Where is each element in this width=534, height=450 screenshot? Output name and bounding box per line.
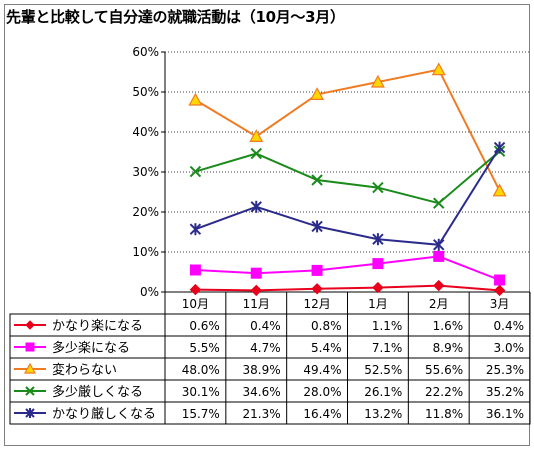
data-point xyxy=(433,197,445,209)
data-label: 28.0% xyxy=(303,385,341,399)
data-point xyxy=(311,264,323,276)
data-point xyxy=(494,274,506,286)
data-label: 0.8% xyxy=(311,319,342,333)
data-label: 3.0% xyxy=(494,341,525,355)
data-label: 35.2% xyxy=(486,385,524,399)
data-point xyxy=(250,267,262,279)
data-label: 52.5% xyxy=(364,363,402,377)
data-point xyxy=(188,92,203,106)
y-tick-label: 10% xyxy=(132,245,159,259)
data-point xyxy=(189,264,201,276)
data-point xyxy=(433,279,445,292)
category-label: 10月 xyxy=(182,297,209,311)
legend-label: 多少楽になる xyxy=(52,340,130,356)
data-label: 13.2% xyxy=(364,407,402,421)
data-label: 25.3% xyxy=(486,363,524,377)
legend-label: 多少厳しくなる xyxy=(52,384,143,400)
data-label: 30.1% xyxy=(182,385,220,399)
data-point xyxy=(370,74,385,88)
series-line xyxy=(195,284,500,292)
data-point xyxy=(250,284,262,297)
data-label: 4.7% xyxy=(250,341,281,355)
category-label: 12月 xyxy=(303,297,330,311)
data-point xyxy=(189,165,202,178)
data-label: 22.2% xyxy=(425,385,463,399)
data-label: 1.1% xyxy=(372,319,403,333)
series-line xyxy=(195,147,501,246)
data-point xyxy=(431,62,446,76)
legend-label: かなり楽になる xyxy=(52,318,143,334)
data-label: 38.9% xyxy=(243,363,281,377)
data-label: 7.1% xyxy=(372,341,403,355)
category-label: 3月 xyxy=(490,297,510,311)
data-label: 36.1% xyxy=(486,407,524,421)
data-label: 0.4% xyxy=(250,319,281,333)
y-tick-label: 60% xyxy=(132,45,159,59)
data-point xyxy=(311,283,323,295)
legend-marker xyxy=(25,342,35,352)
category-label: 2月 xyxy=(429,297,449,311)
data-label: 26.1% xyxy=(364,385,402,399)
legend-marker xyxy=(25,386,35,396)
data-label: 5.4% xyxy=(311,341,342,355)
series-line xyxy=(194,68,501,192)
data-label: 16.4% xyxy=(303,407,341,421)
data-label: 5.5% xyxy=(189,341,220,355)
data-label: 34.6% xyxy=(243,385,281,399)
data-label: 11.8% xyxy=(425,407,463,421)
data-label: 0.4% xyxy=(494,319,525,333)
data-point xyxy=(492,183,507,197)
series-line xyxy=(195,255,500,281)
data-point xyxy=(372,281,384,294)
data-point xyxy=(249,129,264,142)
data-point xyxy=(493,284,506,297)
data-point xyxy=(250,147,262,160)
y-tick-label: 20% xyxy=(132,205,159,219)
legend-label: かなり厳しくなる xyxy=(52,407,156,422)
data-point xyxy=(310,87,325,101)
category-label: 1月 xyxy=(368,297,388,311)
data-label: 21.3% xyxy=(243,407,281,421)
data-point xyxy=(189,283,202,296)
data-label: 48.0% xyxy=(182,363,220,377)
y-tick-label: 30% xyxy=(132,165,159,179)
data-label: 1.6% xyxy=(433,319,464,333)
data-point xyxy=(372,258,384,270)
data-point xyxy=(433,250,445,262)
data-label: 49.4% xyxy=(303,363,341,377)
data-point xyxy=(311,174,323,186)
data-label: 15.7% xyxy=(182,407,220,421)
y-tick-label: 50% xyxy=(132,85,159,99)
data-label: 8.9% xyxy=(433,341,464,355)
chart-title: 先輩と比較して自分達の就職活動は（10月～3月） xyxy=(6,8,345,26)
series-line xyxy=(195,150,501,205)
legend-label: 変わらない xyxy=(52,362,117,378)
data-label: 0.6% xyxy=(189,319,220,333)
legend-marker xyxy=(25,320,35,330)
legend-marker xyxy=(23,362,37,374)
y-tick-label: 40% xyxy=(132,125,159,139)
data-point xyxy=(372,181,384,194)
y-tick-label: 0% xyxy=(140,285,159,299)
data-label: 55.6% xyxy=(425,363,463,377)
category-label: 11月 xyxy=(243,297,270,311)
